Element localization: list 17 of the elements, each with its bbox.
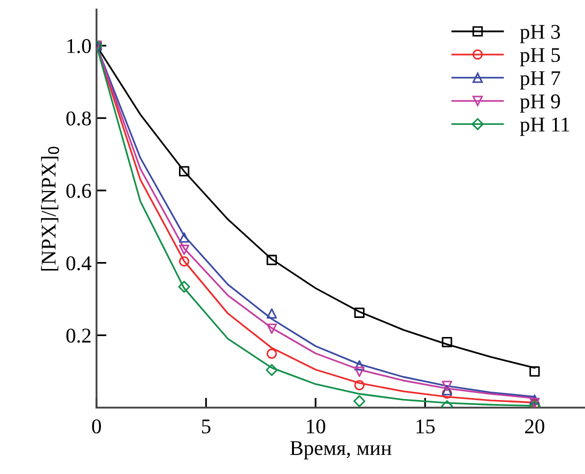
x-tick-label: 5 (202, 420, 210, 434)
y-tick-label: 0.2 (66, 328, 91, 343)
y-tick-label: 0.6 (66, 184, 92, 198)
legend-label: pH 7 (520, 71, 560, 90)
x-tick-label: 0 (92, 419, 101, 434)
legend-label: pH 11 (520, 118, 570, 136)
x-tick-label: 20 (525, 419, 544, 434)
y-tick-label: 1.0 (67, 39, 91, 54)
x-tick-label: 10 (306, 419, 326, 434)
legend-label: pH 9 (520, 94, 560, 113)
legend-label: pH 5 (520, 48, 560, 66)
x-axis-title: Время, мин (290, 441, 392, 460)
x-tick-label: 15 (416, 419, 435, 434)
y-tick-label: 0.4 (66, 256, 92, 270)
y-axis-title: [NPX]/[NPX]$_{0}$ (41, 146, 60, 271)
legend-label: pH 3 (520, 24, 560, 44)
y-tick-label: 0.8 (66, 111, 91, 126)
